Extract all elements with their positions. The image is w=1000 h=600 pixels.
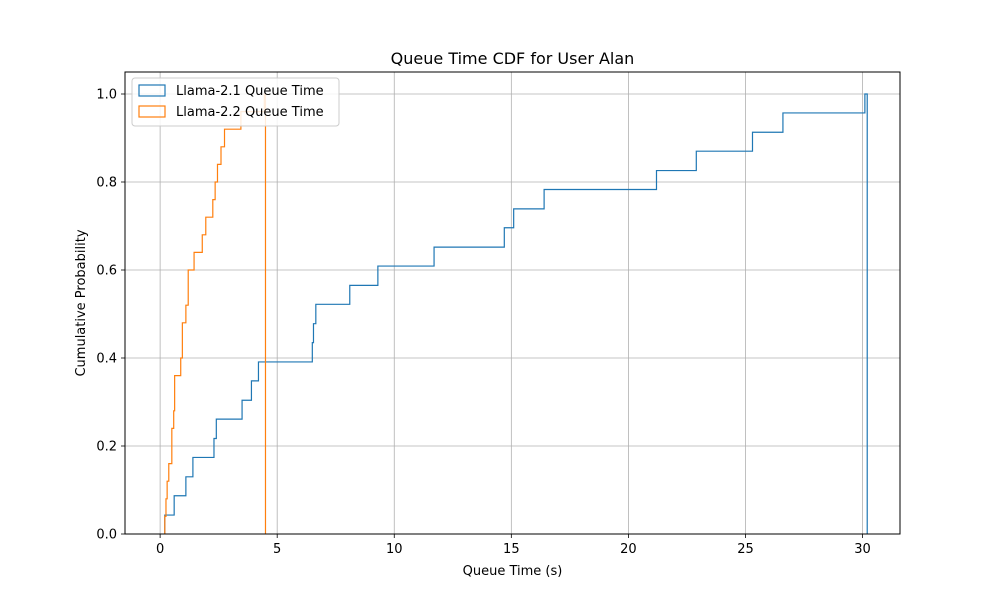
chart-title: Queue Time CDF for User Alan — [391, 49, 635, 68]
legend: Llama-2.1 Queue Time Llama-2.2 Queue Tim… — [131, 77, 340, 127]
legend-swatch-llama-2-2 — [138, 105, 166, 118]
y-tick-label: 0.8 — [96, 176, 117, 191]
x-tick-label: 10 — [386, 542, 403, 557]
legend-box — [131, 77, 340, 127]
legend-swatch-llama-2-1 — [138, 84, 166, 97]
y-axis-label: Cumulative Probability — [74, 229, 89, 376]
x-tick-label: 30 — [854, 542, 871, 557]
x-tick-label: 5 — [273, 542, 281, 557]
x-tick-label: 0 — [156, 542, 164, 557]
x-tick-label: 25 — [737, 542, 754, 557]
y-tick-label: 0.6 — [96, 264, 117, 279]
legend-label-llama-2-2: Llama-2.2 Queue Time — [176, 105, 324, 120]
x-tick-label: 15 — [503, 542, 520, 557]
y-tick-label: 0.4 — [96, 352, 117, 367]
tick-layer: 0 5 10 15 20 25 30 0.0 0.2 0.4 0.6 0.8 1.0 — [96, 88, 870, 558]
y-tick-label: 0.0 — [96, 528, 117, 543]
series-line-0 — [164, 93, 868, 534]
legend-label-llama-2-1: Llama-2.1 Queue Time — [176, 84, 324, 99]
plot-area-frame — [124, 71, 901, 535]
x-axis-label: Queue Time (s) — [463, 564, 563, 579]
x-tick-label: 20 — [620, 542, 637, 557]
y-tick-label: 0.2 — [96, 440, 117, 455]
y-tick-label: 1.0 — [96, 88, 117, 103]
